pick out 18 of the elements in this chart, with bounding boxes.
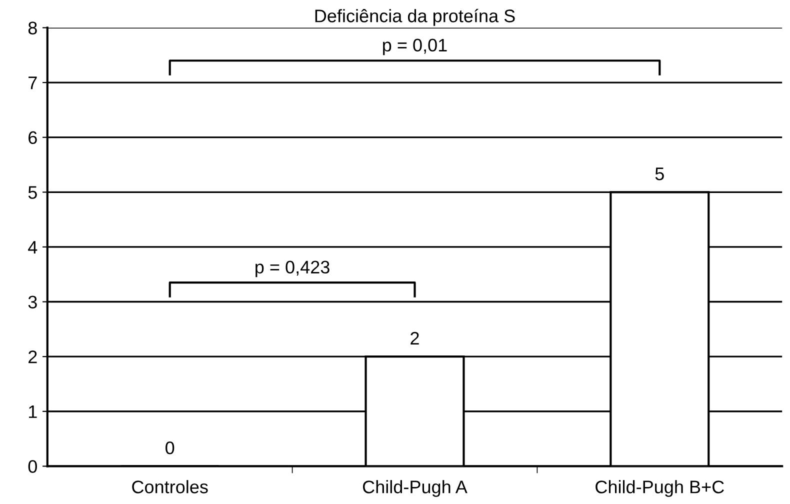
data-label: 0 <box>166 442 174 454</box>
y-tick-label: 8 <box>28 22 37 34</box>
x-tick-label: Controles <box>132 480 208 494</box>
annotation: p = 0,01 <box>383 38 447 56</box>
y-tick-label: 0 <box>28 460 37 473</box>
y-tick-label: 5 <box>28 186 37 199</box>
data-label: 2 <box>410 332 419 344</box>
y-tick-label: 2 <box>28 350 37 364</box>
x-tick-label: Child-Pugh B+C <box>596 480 724 497</box>
annotation: p = 0,423 <box>256 260 330 278</box>
y-tick-label: 6 <box>28 131 37 144</box>
y-tick-label: 4 <box>28 241 38 254</box>
chart-title: Deficiência da proteína S <box>315 8 515 26</box>
y-tick-label: 7 <box>28 76 37 90</box>
y-tick-label: 3 <box>28 296 37 308</box>
y-tick-label: 1 <box>29 406 37 418</box>
x-tick-label: Child-Pugh A <box>362 480 468 497</box>
data-label: 5 <box>655 168 664 180</box>
